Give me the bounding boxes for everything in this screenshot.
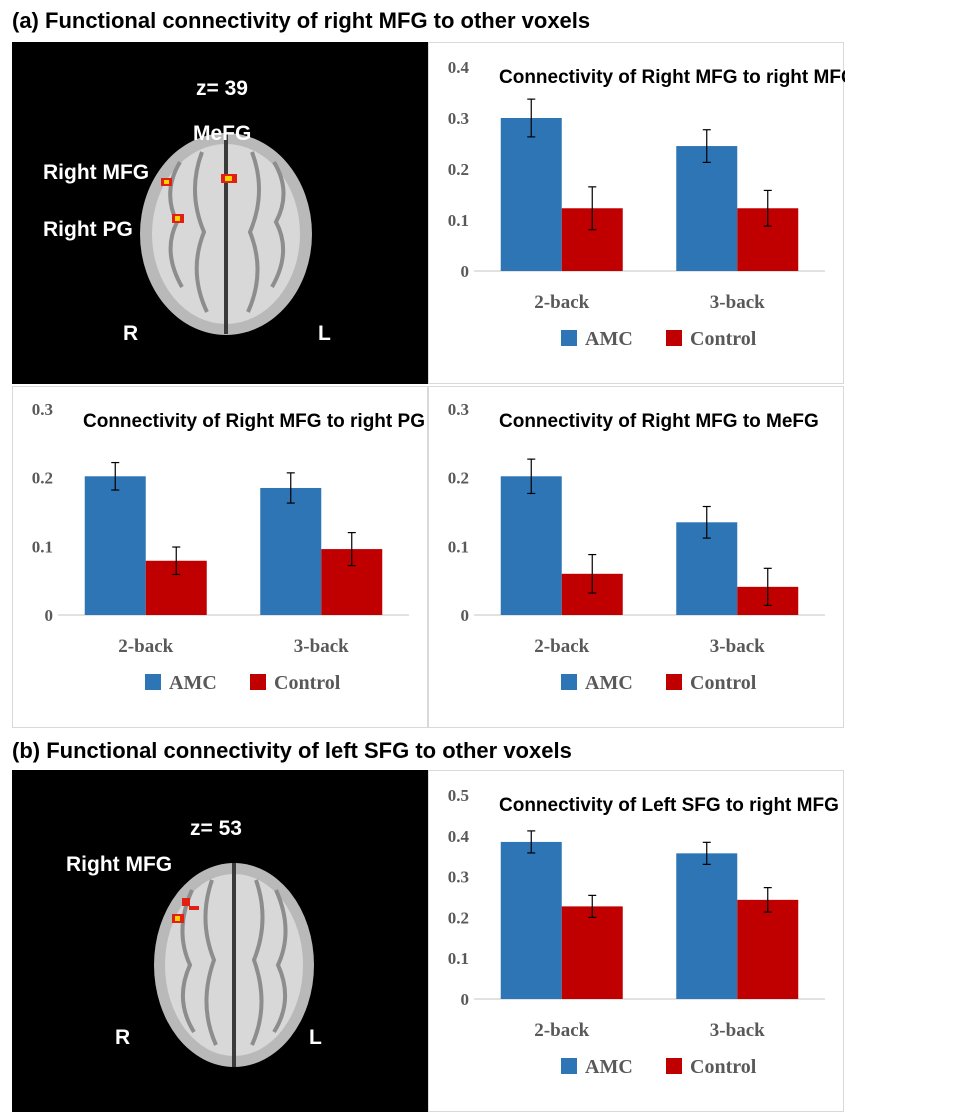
- y-tick-label: 0.3: [32, 400, 53, 419]
- brain-a-label-right-pg: Right PG: [43, 218, 133, 241]
- chart-a3-box: 0 0.1 0.2 0.3 2-back 3-back Connectivity of Ri…: [428, 386, 844, 728]
- x-category-label: 2-back: [534, 1020, 589, 1041]
- y-tick-label: 0.3: [448, 400, 469, 419]
- y-tick-label: 0.4: [448, 827, 470, 846]
- legend-label-amc: AMC: [585, 328, 633, 350]
- legend-label-amc: AMC: [585, 672, 633, 694]
- legend-swatch-amc: [145, 674, 161, 690]
- chart-a1-box: 0 0.1 0.2 0.3 0.4 2-back 3-back Connectivity of…: [428, 42, 845, 384]
- bar-amc-2-back: [84, 476, 146, 615]
- brain-a-label-right-mfg: Right MFG: [43, 161, 149, 184]
- brain-b-side-l: L: [309, 1026, 322, 1049]
- brain-b-label-right-mfg: Right MFG: [66, 853, 172, 876]
- brain-a-label-mefg: MeFG: [193, 122, 251, 145]
- x-category-label: 3-back: [294, 636, 349, 657]
- bar-control-3-back: [737, 899, 799, 999]
- y-tick-label: 0: [461, 606, 470, 625]
- brain-b-slice-label: z= 53: [190, 817, 242, 840]
- chart-a1: 0 0.1 0.2 0.3 0.4 2-back 3-back Connectivity of…: [448, 58, 845, 350]
- legend-label-control: Control: [690, 672, 757, 694]
- chart-b1: 0 0.1 0.2 0.3 0.4 0.5 2-back 3-back Connectivity…: [448, 786, 839, 1078]
- y-tick-label: 0.2: [448, 160, 469, 179]
- section-a-heading: (a) Functional connectivity of right MFG…: [12, 8, 591, 33]
- y-tick-label: 0.2: [448, 469, 469, 488]
- legend-label-control: Control: [274, 672, 341, 694]
- y-tick-label: 0.2: [448, 908, 469, 927]
- bar-amc-3-back: [676, 853, 738, 999]
- bar-amc-2-back: [500, 476, 562, 615]
- chart-title: Connectivity of Right MFG to right MFG: [499, 67, 845, 88]
- y-tick-label: 0.1: [448, 537, 469, 556]
- bar-amc-3-back: [676, 146, 738, 271]
- legend-swatch-control: [250, 674, 266, 690]
- legend-swatch-control: [666, 330, 682, 346]
- brain-a-side-l: L: [318, 322, 331, 345]
- y-tick-label: 0.3: [448, 109, 469, 128]
- y-tick-label: 0: [461, 262, 470, 281]
- y-tick-label: 0.1: [448, 949, 469, 968]
- x-category-label: 3-back: [710, 1020, 765, 1041]
- x-category-label: 2-back: [534, 636, 589, 657]
- brain-a-side-r: R: [123, 322, 138, 345]
- bar-amc-2-back: [500, 118, 562, 271]
- bar-control-2-back: [561, 906, 623, 999]
- legend-label-control: Control: [690, 328, 757, 350]
- legend-swatch-amc: [561, 330, 577, 346]
- chart-a2: 0 0.1 0.2 0.3 2-back 3-back Connectivity of Ri…: [32, 400, 425, 694]
- bar-amc-2-back: [500, 841, 562, 999]
- bar-amc-3-back: [260, 487, 322, 615]
- chart-title: Connectivity of Right MFG to right PG: [83, 411, 425, 432]
- x-category-label: 3-back: [710, 636, 765, 657]
- brain-a-slice-label: z= 39: [196, 77, 248, 100]
- section-b-heading: (b) Functional connectivity of left SFG …: [12, 738, 572, 763]
- legend-label-control: Control: [690, 1056, 757, 1078]
- y-tick-label: 0.4: [448, 58, 470, 77]
- chart-b1-box: 0 0.1 0.2 0.3 0.4 0.5 2-back 3-back Connectivity…: [428, 770, 844, 1112]
- brain-b-blob-2: [189, 906, 199, 910]
- legend-swatch-control: [666, 1058, 682, 1074]
- chart-title: Connectivity of Right MFG to MeFG: [499, 411, 819, 432]
- brain-image-a: z= 39 MeFG Right MFG Right PG R L: [12, 42, 428, 384]
- x-category-label: 2-back: [118, 636, 173, 657]
- y-tick-label: 0: [461, 990, 470, 1009]
- brain-b-side-r: R: [115, 1026, 130, 1049]
- y-tick-label: 0.1: [448, 211, 469, 230]
- y-tick-label: 0.5: [448, 786, 469, 805]
- legend-swatch-control: [666, 674, 682, 690]
- legend-label-amc: AMC: [585, 1056, 633, 1078]
- y-tick-label: 0: [45, 606, 54, 625]
- brain-b-blob-1: [182, 898, 190, 906]
- chart-a3: 0 0.1 0.2 0.3 2-back 3-back Connectivity of Ri…: [448, 400, 825, 694]
- legend-label-amc: AMC: [169, 672, 217, 694]
- chart-title: Connectivity of Left SFG to right MFG: [499, 795, 839, 816]
- y-tick-label: 0.2: [32, 469, 53, 488]
- y-tick-label: 0.3: [448, 868, 469, 887]
- y-tick-label: 0.1: [32, 537, 53, 556]
- brain-image-b: z= 53 Right MFG R L: [12, 770, 428, 1112]
- legend-swatch-amc: [561, 1058, 577, 1074]
- legend-swatch-amc: [561, 674, 577, 690]
- x-category-label: 3-back: [710, 292, 765, 313]
- x-category-label: 2-back: [534, 292, 589, 313]
- chart-a2-box: 0 0.1 0.2 0.3 2-back 3-back Connectivity of Ri…: [12, 386, 428, 728]
